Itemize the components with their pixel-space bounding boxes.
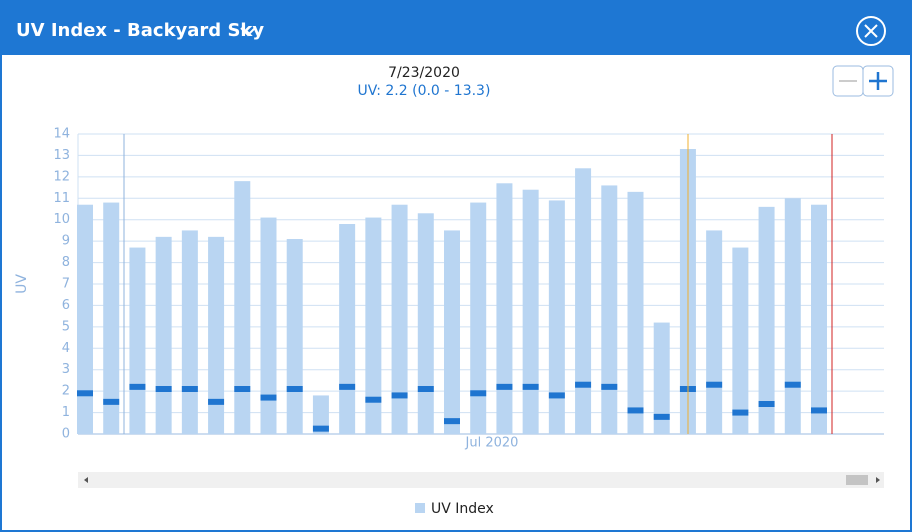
bar [601,185,618,434]
y-tick-label: 11 [53,191,70,206]
y-tick-label: 8 [62,255,70,270]
average-marker [706,381,723,388]
bar [155,236,172,434]
bar [758,206,775,434]
average-marker [653,413,670,420]
average-marker [470,390,487,397]
dialog-title: UV Index - Backyard Sky [16,20,264,41]
bar [784,198,801,434]
bar [548,200,565,434]
average-marker [260,394,277,401]
bar [260,217,277,434]
bar [365,217,382,434]
average-marker [181,386,198,392]
zoom-out[interactable] [832,65,864,97]
tooltip-reading: UV: 2.2 (0.0 - 13.3) [358,83,491,99]
x-annotation: Jul 2020 [465,436,519,451]
bar [129,247,146,434]
legend-label[interactable]: UV Index [431,501,494,517]
bar [496,183,513,434]
bar [339,224,356,434]
bar [706,230,723,434]
bar [732,247,749,434]
bar [77,204,93,434]
average-marker [758,401,775,407]
bar [811,204,827,434]
y-tick-label: 3 [62,362,70,377]
average-marker [234,386,251,392]
bar [653,322,670,434]
y-tick-label: 0 [62,427,70,442]
average-marker [627,407,644,414]
average-marker [155,386,172,392]
average-marker [522,383,539,390]
average-marker [601,383,618,390]
bar [417,213,434,434]
bar [470,202,487,434]
average-marker [391,392,408,399]
bar [103,202,120,434]
average-marker [208,398,225,405]
y-tick-label: 13 [53,148,70,163]
average-marker [103,398,120,405]
scrollbar[interactable] [78,472,884,488]
y-tick-label: 5 [62,319,70,334]
bar [391,204,408,434]
y-tick-label: 1 [62,405,70,420]
average-marker [417,386,434,392]
close-button[interactable] [856,16,886,46]
average-marker [496,383,513,390]
average-marker [811,407,827,414]
average-marker [77,390,93,397]
legend-swatch [415,503,425,513]
y-tick-label: 12 [53,169,70,184]
y-tick-label: 2 [62,384,70,399]
average-marker [129,383,146,390]
average-marker [732,409,749,416]
bar [312,395,329,434]
dropdown-chevron[interactable] [240,27,256,37]
bar [181,230,198,434]
y-tick-label: 14 [53,127,70,142]
tooltip-date: 7/23/2020 [388,65,460,81]
average-marker [575,381,592,388]
y-tick-label: 4 [62,341,70,356]
bar [208,236,225,434]
y-axis-label: UV [14,274,30,294]
bar [522,189,539,434]
average-marker [784,381,801,388]
average-marker [548,392,565,399]
y-tick-label: 7 [62,277,70,292]
average-marker [286,386,303,392]
bar [286,239,303,434]
y-tick-label: 9 [62,234,70,249]
average-marker [365,396,382,403]
average-marker [444,418,460,425]
y-tick-label: 10 [53,212,70,227]
bar [575,168,592,435]
bar [234,181,251,434]
average-marker [312,425,329,432]
zoom-in[interactable] [862,65,894,97]
y-tick-label: 6 [62,298,70,313]
bar [444,230,460,434]
average-marker [339,383,356,390]
bar [627,191,644,434]
